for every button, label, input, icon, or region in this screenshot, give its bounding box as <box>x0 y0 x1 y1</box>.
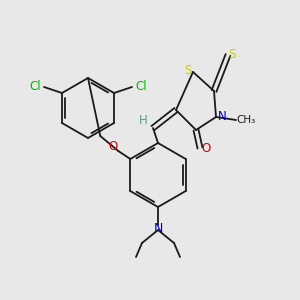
Text: O: O <box>109 140 118 154</box>
Text: N: N <box>153 221 163 235</box>
Text: N: N <box>218 110 226 124</box>
Text: Cl: Cl <box>29 80 41 92</box>
Text: S: S <box>184 64 192 77</box>
Text: CH₃: CH₃ <box>236 115 256 125</box>
Text: H: H <box>139 115 147 128</box>
Text: S: S <box>228 47 236 61</box>
Text: Cl: Cl <box>135 80 147 92</box>
Text: O: O <box>201 142 211 155</box>
